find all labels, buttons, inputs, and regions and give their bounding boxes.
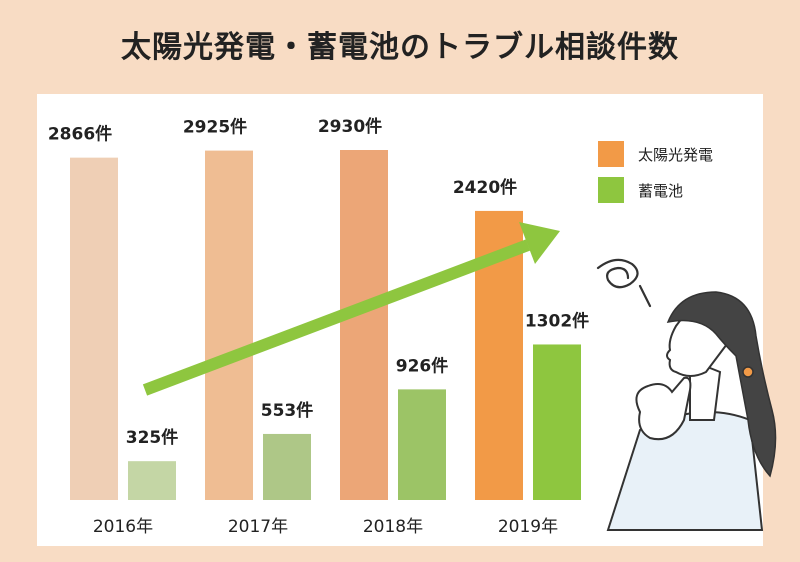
trend-arrow-shaft [142,239,531,396]
bar-battery-0 [128,461,176,500]
x-tick-label-0: 2016年 [93,517,153,537]
bar-battery-3 [533,344,581,500]
data-label-solar-0: 2866件 [48,124,112,145]
legend-item-battery: 蓄電池 [598,176,713,204]
data-label-battery-1: 553件 [261,400,314,421]
data-label-battery-2: 926件 [396,355,449,376]
legend-swatch-solar [598,141,624,167]
bar-solar-1 [205,150,253,500]
legend: 太陽光発電 蓄電池 [598,140,713,212]
legend-swatch-battery [598,177,624,203]
x-tick-label-2: 2018年 [363,517,423,537]
bar-battery-2 [398,389,446,500]
legend-item-solar: 太陽光発電 [598,140,713,168]
chart-title: 太陽光発電・蓄電池のトラブル相談件数 [121,30,679,65]
x-tick-label-1: 2017年 [228,517,288,537]
x-tick-label-3: 2019年 [498,517,558,537]
data-label-solar-1: 2925件 [183,117,247,138]
bar-solar-2 [340,150,388,500]
bar-solar-0 [70,157,118,500]
legend-label-solar: 太陽光発電 [638,145,714,164]
data-label-solar-3: 2420件 [453,177,517,198]
data-label-battery-0: 325件 [126,427,179,448]
legend-label-battery: 蓄電池 [638,181,684,200]
data-label-battery-3: 1302件 [525,310,589,331]
data-label-solar-2: 2930件 [318,116,382,137]
bar-battery-1 [263,433,311,500]
trend-arrow-head-icon [519,222,560,264]
